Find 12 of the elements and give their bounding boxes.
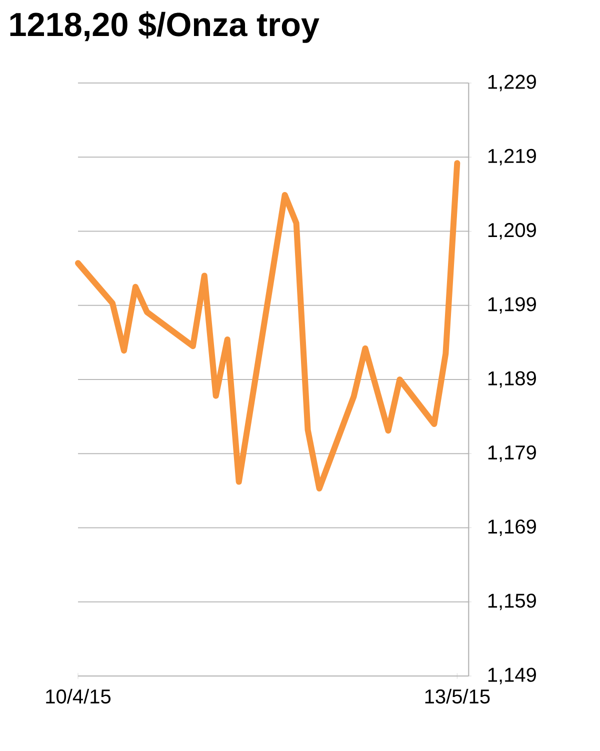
- y-tick-label: 1,209: [488, 222, 536, 240]
- x-tick-label: 10/4/15: [46, 688, 111, 704]
- y-tick-label: 1,179: [488, 445, 536, 462]
- x-tick-label: 13/5/15: [425, 688, 490, 704]
- y-tick-label: 1,189: [488, 371, 536, 388]
- y-tick-label: 1,199: [488, 297, 536, 314]
- y-tick-label: 1,229: [488, 74, 536, 92]
- y-tick-label: 1,219: [488, 148, 536, 166]
- y-tick-label: 1,169: [488, 519, 536, 536]
- chart-title: 1218,20 $/Onza troy: [10, 11, 320, 43]
- y-tick-label: 1,149: [488, 668, 536, 684]
- y-tick-label: 1,159: [488, 594, 536, 610]
